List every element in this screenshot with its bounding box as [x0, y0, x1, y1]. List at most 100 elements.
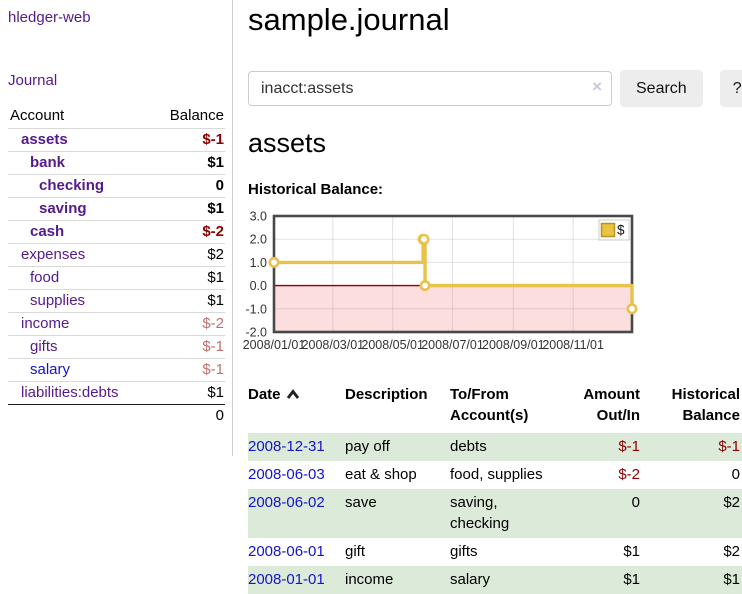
transaction-amount: $-2	[618, 466, 640, 483]
sidebar-item-journal[interactable]: Journal	[8, 72, 58, 89]
transaction-accounts: debts	[450, 433, 552, 461]
account-row: income $-2	[8, 312, 225, 336]
search-input[interactable]	[248, 71, 612, 106]
transaction-date-link[interactable]: 2008-06-03	[248, 466, 325, 483]
search-button[interactable]: Search	[620, 70, 703, 107]
transaction-date-link[interactable]: 2008-01-01	[248, 571, 325, 588]
account-name-cell: gifts	[8, 336, 152, 359]
account-row: expenses $2	[8, 243, 225, 267]
app-brand-link[interactable]: hledger-web	[8, 9, 91, 26]
account-balance: $1	[207, 269, 224, 286]
svg-text:$: $	[617, 223, 625, 238]
account-link[interactable]: expenses	[21, 246, 86, 263]
clear-search-icon[interactable]: ×	[592, 77, 602, 96]
transaction-row: 2008-01-01 income salary $1 $1	[248, 566, 742, 594]
account-balance: $-1	[202, 361, 224, 378]
account-balance: $1	[207, 384, 224, 401]
page-title: sample.journal	[248, 2, 450, 37]
svg-text:2008/09/01: 2008/09/01	[482, 338, 545, 352]
transaction-balance: $1	[642, 566, 742, 594]
svg-text:2008/05/01: 2008/05/01	[361, 338, 424, 352]
account-name-cell: cash	[8, 221, 152, 244]
transactions-header-balance: Historical Balance	[671, 386, 740, 424]
account-link[interactable]: assets	[21, 131, 68, 148]
transactions-header-date[interactable]: Date	[248, 384, 345, 433]
transaction-accounts: salary	[450, 566, 552, 594]
account-name-cell: food	[8, 267, 152, 290]
svg-text:3.0: 3.0	[250, 211, 267, 224]
account-name-cell: income	[8, 313, 152, 336]
svg-text:0.0: 0.0	[250, 279, 267, 293]
historical-balance-chart: $3.0 2.0 1.0 0.0 -1.0 -2.0 2008/01/01 2008/03/0…	[242, 210, 742, 367]
chart-svg: $3.0 2.0 1.0 0.0 -1.0 -2.02008/01/012008/03/0…	[243, 210, 638, 352]
sidebar: hledger-web Journal Account Balance asse…	[0, 0, 233, 456]
account-row: food $1	[8, 266, 225, 290]
account-name-cell: salary	[8, 359, 152, 382]
account-balance: $-1	[202, 131, 224, 148]
account-heading: assets	[248, 128, 327, 158]
account-row: bank $1	[8, 151, 225, 175]
transaction-row: 2008-06-01 gift gifts $1 $2	[248, 538, 742, 566]
account-row: cash $-2	[8, 220, 225, 244]
account-link[interactable]: gifts	[30, 338, 58, 355]
transaction-description: gift	[345, 543, 366, 560]
account-link[interactable]: food	[30, 269, 60, 286]
transaction-description: income	[345, 566, 450, 594]
account-balance: $1	[207, 292, 224, 309]
accounts-total-row: 0	[8, 404, 225, 428]
sort-ascending-icon	[286, 389, 299, 399]
account-name-cell: saving	[8, 198, 152, 221]
account-row: liabilities:debts $1	[8, 381, 225, 405]
account-row: saving $1	[8, 197, 225, 221]
accounts-table: Account Balance assets $-1 bank $1 checking 0…	[8, 104, 225, 427]
help-button[interactable]: ?	[719, 70, 742, 107]
transaction-balance: $2	[642, 489, 742, 538]
transaction-date-cell: 2008-12-31	[248, 433, 345, 461]
transaction-row: 2008-06-02 save saving, checking 0 $2	[248, 489, 742, 538]
transaction-date-link[interactable]: 2008-06-01	[248, 543, 325, 560]
account-balance: $-2	[202, 223, 224, 240]
transaction-date-cell: 2008-06-03	[248, 461, 345, 489]
transaction-date-link[interactable]: 2008-06-02	[248, 494, 325, 511]
transactions-table: Date Description To/From Account(s) Amou…	[248, 384, 742, 594]
search-form: × Search?	[248, 70, 742, 107]
account-balance: $-1	[202, 338, 224, 355]
svg-text:2.0: 2.0	[250, 233, 267, 247]
account-balance: $1	[207, 200, 224, 217]
transaction-accounts: saving, checking	[450, 489, 552, 538]
account-link[interactable]: checking	[39, 177, 105, 194]
account-row: checking 0	[8, 174, 225, 198]
accounts-total-spacer	[8, 405, 152, 428]
account-link[interactable]: income	[21, 315, 70, 332]
transactions-header-row: Date Description To/From Account(s) Amou…	[248, 384, 742, 433]
account-name-cell: liabilities:debts	[8, 382, 152, 405]
svg-text:2008/01/01: 2008/01/01	[243, 338, 306, 352]
transaction-balance: 0	[731, 466, 740, 483]
account-link[interactable]: saving	[39, 200, 87, 217]
accounts-header-account: Account	[10, 107, 65, 124]
accounts-table-header-row: Account Balance	[8, 104, 225, 129]
transactions-header-amount: Amount Out/In	[583, 386, 640, 424]
transaction-date-link[interactable]: 2008-12-31	[248, 438, 325, 455]
accounts-header-balance: Balance	[169, 107, 224, 124]
transaction-amount: 0	[552, 489, 642, 538]
transaction-description: save	[345, 489, 450, 538]
transaction-date-cell: 2008-06-01	[248, 538, 345, 566]
account-link[interactable]: bank	[30, 154, 66, 171]
transaction-amount: $-1	[552, 433, 642, 461]
account-link[interactable]: salary	[30, 361, 71, 378]
account-name-cell: checking	[8, 175, 152, 198]
chart-label: Historical Balance:	[248, 181, 384, 198]
transaction-description: eat & shop	[345, 466, 417, 483]
accounts-table-body: assets $-1 bank $1 checking 0 saving $1 cash $-2 e…	[8, 128, 225, 405]
svg-text:2008/11/01: 2008/11/01	[542, 338, 604, 352]
transaction-accounts: gifts	[450, 543, 478, 560]
account-link[interactable]: cash	[30, 223, 65, 240]
account-link[interactable]: supplies	[30, 292, 86, 309]
transaction-accounts: food, supplies	[450, 466, 543, 483]
account-name-cell: assets	[8, 129, 152, 152]
account-row: supplies $1	[8, 289, 225, 313]
account-row: salary $-1	[8, 358, 225, 382]
account-balance: $1	[207, 154, 224, 171]
account-link[interactable]: liabilities:debts	[21, 384, 119, 401]
